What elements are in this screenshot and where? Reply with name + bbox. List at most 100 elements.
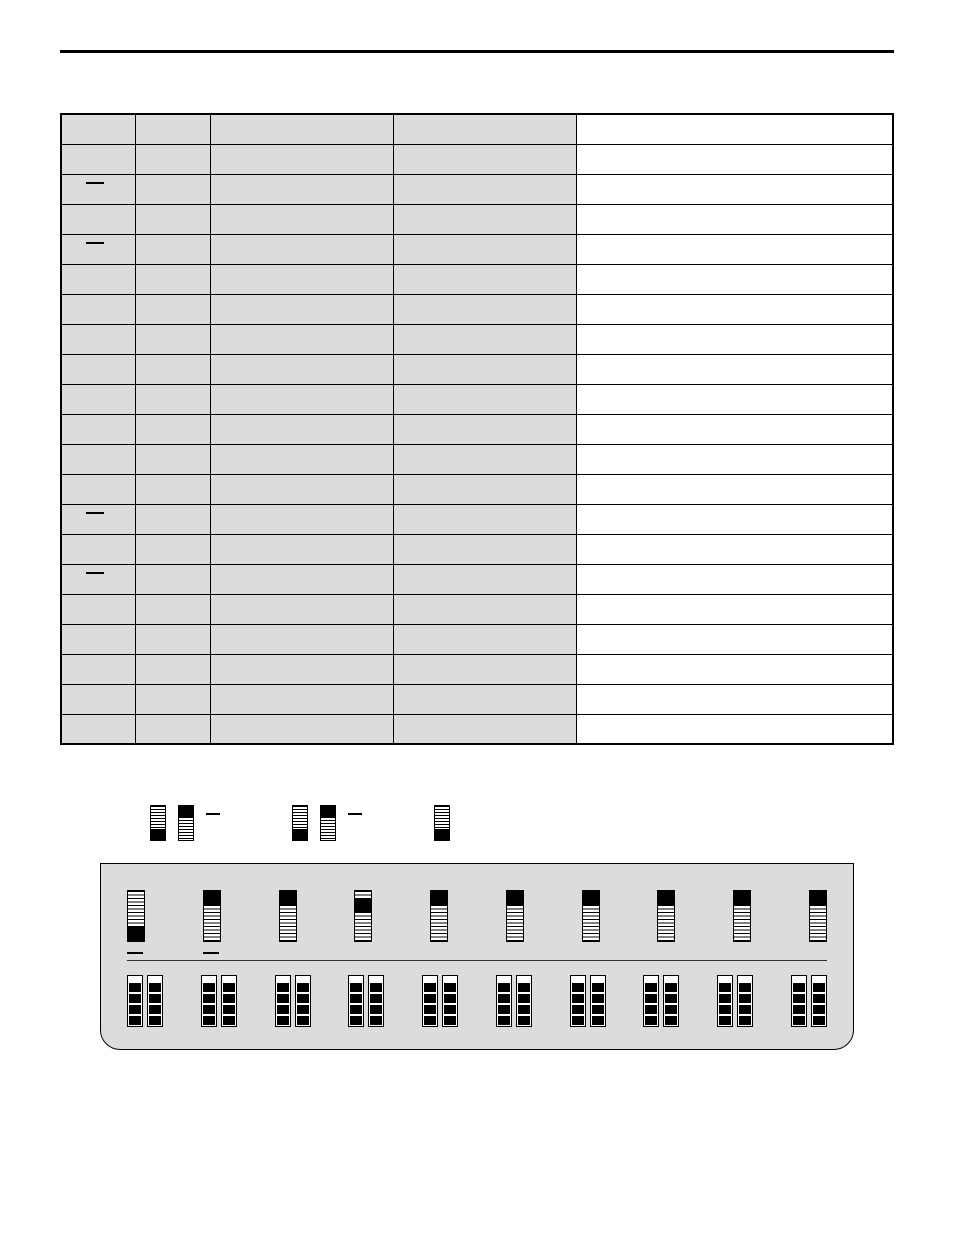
control-panel [100, 863, 854, 1050]
bargraph [295, 975, 311, 1027]
bargraph [442, 975, 458, 1027]
table-cell [394, 384, 577, 414]
bargraph-pair [422, 975, 458, 1027]
table-cell [61, 564, 136, 594]
table-cell [136, 174, 211, 204]
table-cell [211, 474, 394, 504]
table-cell [577, 294, 893, 324]
dash-icon [86, 572, 104, 574]
table-cell [61, 324, 136, 354]
table-cell [394, 564, 577, 594]
table-cell [577, 444, 893, 474]
table-cell [61, 384, 136, 414]
table-cell [394, 204, 577, 234]
table-cell [61, 414, 136, 444]
table-cell [577, 684, 893, 714]
table-cell [61, 684, 136, 714]
table-cell [577, 264, 893, 294]
slider-icon [292, 805, 308, 841]
table-header-cell [61, 114, 136, 144]
bargraph [201, 975, 217, 1027]
bargraph [348, 975, 364, 1027]
table-cell [61, 144, 136, 174]
table-cell [61, 594, 136, 624]
panel-slider[interactable] [809, 890, 827, 942]
table-cell [211, 354, 394, 384]
table-cell [211, 564, 394, 594]
table-cell [136, 504, 211, 534]
bargraph [127, 975, 143, 1027]
table-cell [577, 504, 893, 534]
slider-icon [150, 805, 166, 841]
panel-slider[interactable] [279, 890, 297, 942]
table-row [61, 414, 893, 444]
table-cell [577, 324, 893, 354]
settings-table [60, 113, 894, 745]
table-cell [136, 594, 211, 624]
table-cell [211, 504, 394, 534]
table-cell [61, 294, 136, 324]
table-cell [394, 294, 577, 324]
table-cell [394, 624, 577, 654]
panel-slider[interactable] [582, 890, 600, 942]
bargraph [368, 975, 384, 1027]
table-cell [136, 294, 211, 324]
table-row [61, 534, 893, 564]
panel-slider[interactable] [127, 890, 145, 942]
table-cell [61, 474, 136, 504]
bargraph [275, 975, 291, 1027]
table-cell [394, 444, 577, 474]
bargraph [643, 975, 659, 1027]
bargraph-pair [127, 975, 163, 1027]
bargraph [811, 975, 827, 1027]
table-row [61, 174, 893, 204]
table-cell [211, 144, 394, 174]
table-cell [136, 234, 211, 264]
bargraph-pair [570, 975, 606, 1027]
slider-icon [320, 805, 336, 841]
table-row [61, 654, 893, 684]
panel-slider[interactable] [657, 890, 675, 942]
table-cell [211, 384, 394, 414]
table-cell [394, 594, 577, 624]
table-cell [136, 654, 211, 684]
table-cell [136, 324, 211, 354]
table-row [61, 144, 893, 174]
table-cell [61, 234, 136, 264]
table-cell [394, 354, 577, 384]
table-cell [577, 234, 893, 264]
table-cell [61, 714, 136, 744]
table-cell [136, 144, 211, 174]
bargraph-pair [275, 975, 311, 1027]
bargraph-pair [348, 975, 384, 1027]
panel-slider[interactable] [506, 890, 524, 942]
table-row [61, 714, 893, 744]
table-cell [577, 534, 893, 564]
table-header-row [61, 114, 893, 144]
bargraph-pair [496, 975, 532, 1027]
panel-slider[interactable] [354, 890, 372, 942]
bargraph-pair [201, 975, 237, 1027]
bargraph [147, 975, 163, 1027]
table-cell [61, 204, 136, 234]
table-row [61, 684, 893, 714]
table-cell [61, 444, 136, 474]
panel-slider[interactable] [203, 890, 221, 942]
dash-icon [86, 182, 104, 184]
table-cell [394, 414, 577, 444]
panel-slider[interactable] [733, 890, 751, 942]
table-cell [577, 354, 893, 384]
table-cell [211, 534, 394, 564]
table-cell [577, 414, 893, 444]
slider-row [127, 890, 827, 942]
dash-icon [127, 952, 143, 954]
table-row [61, 624, 893, 654]
table-row [61, 384, 893, 414]
panel-slider[interactable] [430, 890, 448, 942]
bargraph [791, 975, 807, 1027]
table-cell [136, 414, 211, 444]
table-cell [211, 654, 394, 684]
slider-icon [434, 805, 450, 841]
table-cell [136, 354, 211, 384]
table-row [61, 594, 893, 624]
